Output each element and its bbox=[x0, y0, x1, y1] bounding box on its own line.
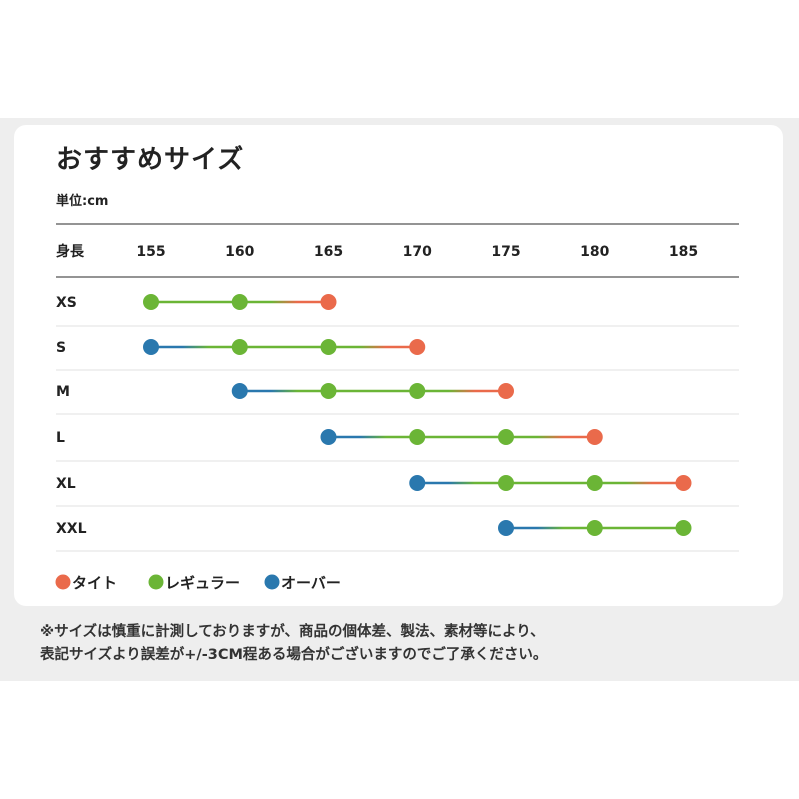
fit-dot-regular bbox=[498, 429, 514, 445]
height-tick-label: 170 bbox=[403, 244, 432, 260]
fit-dot-regular bbox=[586, 520, 603, 536]
fit-dot-tight bbox=[586, 429, 603, 445]
fit-dot-regular bbox=[320, 383, 337, 399]
legend-dot bbox=[148, 574, 164, 590]
size-row: L bbox=[56, 429, 603, 446]
fit-dot-regular bbox=[231, 339, 248, 355]
height-tick-label: 160 bbox=[225, 244, 254, 260]
chart-title: おすすめサイズ bbox=[56, 145, 245, 175]
fit-dot-over bbox=[409, 475, 426, 491]
size-label: XS bbox=[56, 295, 77, 311]
size-label: L bbox=[56, 430, 65, 446]
size-row: XL bbox=[56, 475, 692, 492]
fit-dot-regular bbox=[675, 520, 692, 536]
fit-dot-regular bbox=[498, 475, 514, 491]
unit-label: 単位:cm bbox=[56, 194, 109, 209]
legend-label: オーバー bbox=[281, 574, 341, 592]
legend-label: レギュラー bbox=[165, 574, 240, 592]
row-header-height: 身長 bbox=[56, 243, 85, 260]
legend-item-tight: タイト bbox=[55, 574, 117, 592]
size-row: M bbox=[56, 383, 514, 400]
height-tick-label: 185 bbox=[669, 244, 698, 260]
fit-dot-over bbox=[320, 429, 337, 445]
size-label: XL bbox=[56, 476, 76, 492]
height-tick-label: 155 bbox=[136, 244, 165, 260]
legend-item-over: オーバー bbox=[264, 574, 341, 592]
size-label: XXL bbox=[56, 521, 87, 537]
fit-dot-regular bbox=[586, 475, 603, 491]
fit-dot-regular bbox=[143, 294, 159, 310]
height-tick-label: 165 bbox=[314, 244, 343, 260]
legend-dot bbox=[55, 574, 71, 590]
size-row: XXL bbox=[56, 520, 692, 537]
fit-dot-over bbox=[231, 383, 248, 399]
disclaimer-line-2: 表記サイズより誤差が+/-3CM程ある場合がございますのでご了承ください。 bbox=[40, 647, 548, 663]
size-row: XS bbox=[56, 294, 337, 311]
fit-dot-regular bbox=[409, 429, 426, 445]
size-label: M bbox=[56, 384, 70, 400]
fit-dot-over bbox=[498, 520, 514, 536]
height-tick-label: 175 bbox=[491, 244, 520, 260]
size-label: S bbox=[56, 340, 66, 356]
legend-item-regular: レギュラー bbox=[148, 574, 240, 592]
disclaimer-line-1: ※サイズは慎重に計測しておりますが、商品の個体差、製法、素材等により、 bbox=[40, 624, 545, 640]
fit-dot-tight bbox=[320, 294, 337, 310]
fit-dot-regular bbox=[320, 339, 337, 355]
fit-dot-regular bbox=[231, 294, 248, 310]
legend-label: タイト bbox=[72, 574, 117, 592]
fit-dot-over bbox=[143, 339, 159, 355]
size-row: S bbox=[56, 339, 426, 356]
fit-dot-tight bbox=[409, 339, 426, 355]
fit-dot-tight bbox=[675, 475, 692, 491]
height-tick-label: 180 bbox=[580, 244, 609, 260]
fit-dot-regular bbox=[409, 383, 426, 399]
size-chart-card bbox=[14, 125, 783, 606]
legend-dot bbox=[264, 574, 280, 590]
fit-dot-tight bbox=[498, 383, 514, 399]
